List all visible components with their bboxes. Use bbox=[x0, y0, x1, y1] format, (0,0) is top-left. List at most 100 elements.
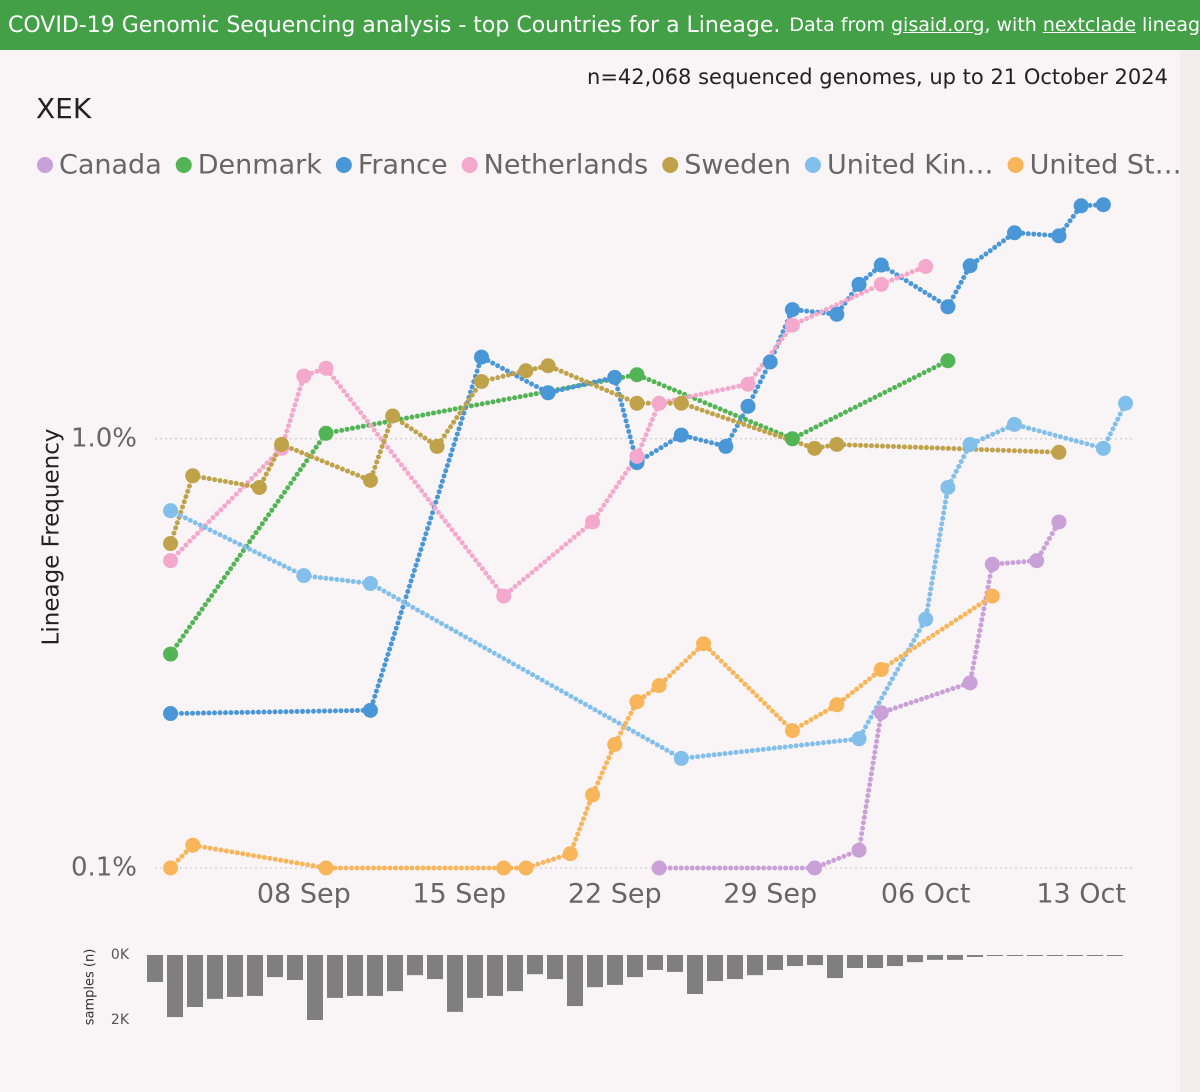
data-point bbox=[163, 553, 179, 569]
data-point bbox=[829, 436, 845, 452]
data-point bbox=[362, 702, 378, 718]
data-point bbox=[518, 860, 534, 876]
source-text: , with bbox=[984, 14, 1037, 36]
data-point bbox=[918, 258, 934, 274]
bar bbox=[1027, 955, 1043, 956]
x-tick-label: 06 Oct bbox=[881, 879, 971, 910]
data-point bbox=[651, 395, 667, 411]
legend-label: Canada bbox=[59, 150, 162, 181]
data-point bbox=[163, 646, 179, 662]
y-tick-label: 2K bbox=[111, 1012, 130, 1028]
bar bbox=[427, 955, 443, 980]
bar bbox=[987, 955, 1003, 956]
data-point bbox=[651, 678, 667, 694]
y-tick-label: 0.1% bbox=[71, 853, 137, 883]
bar bbox=[647, 955, 663, 970]
bar bbox=[907, 955, 923, 963]
data-point bbox=[473, 373, 489, 389]
bar bbox=[927, 955, 943, 960]
data-point bbox=[385, 408, 401, 424]
data-point bbox=[873, 662, 889, 678]
data-point bbox=[1095, 197, 1111, 213]
data-point bbox=[962, 436, 978, 452]
data-point bbox=[629, 448, 645, 464]
data-point bbox=[1051, 228, 1067, 244]
data-point bbox=[873, 705, 889, 721]
legend-label: United Kin… bbox=[827, 150, 994, 181]
data-point bbox=[540, 385, 556, 401]
data-point bbox=[1007, 225, 1023, 241]
data-point bbox=[607, 736, 623, 752]
bar bbox=[187, 955, 203, 1007]
data-point bbox=[740, 376, 756, 392]
bar bbox=[387, 955, 403, 992]
data-point bbox=[163, 503, 179, 519]
source-text: lineages So bbox=[1142, 14, 1200, 36]
data-point bbox=[784, 302, 800, 318]
legend-marker bbox=[662, 157, 679, 173]
data-point bbox=[629, 367, 645, 383]
source-link[interactable]: gisaid.org bbox=[891, 14, 985, 36]
data-point bbox=[274, 436, 290, 452]
bar bbox=[807, 955, 823, 966]
data-point bbox=[784, 431, 800, 447]
bar bbox=[487, 955, 503, 996]
bar bbox=[1087, 955, 1103, 956]
lineage-link[interactable]: nextclade bbox=[1042, 14, 1137, 36]
data-point bbox=[940, 479, 956, 495]
bar bbox=[207, 955, 223, 999]
data-point bbox=[673, 427, 689, 443]
bar bbox=[367, 955, 383, 996]
bar bbox=[727, 955, 743, 980]
bar bbox=[447, 955, 463, 1012]
data-point bbox=[163, 860, 179, 876]
data-point bbox=[585, 514, 601, 530]
data-point bbox=[496, 860, 512, 876]
x-tick-label: 22 Sep bbox=[568, 879, 662, 910]
bar bbox=[707, 955, 723, 981]
data-point bbox=[1007, 416, 1023, 432]
header: COVID-19 Genomic Sequencing analysis - t… bbox=[0, 0, 1200, 50]
bar bbox=[787, 955, 803, 967]
data-point bbox=[1073, 198, 1089, 214]
data-point bbox=[784, 317, 800, 333]
data-point bbox=[873, 257, 889, 273]
bar bbox=[467, 955, 483, 998]
legend-label: Netherlands bbox=[484, 150, 649, 181]
data-point bbox=[629, 694, 645, 710]
data-point bbox=[163, 536, 179, 552]
bar bbox=[567, 955, 583, 1007]
bar bbox=[947, 955, 963, 960]
data-point bbox=[607, 369, 623, 385]
bar bbox=[327, 955, 343, 998]
data-point bbox=[540, 358, 556, 374]
data-point bbox=[185, 468, 201, 484]
data-point bbox=[807, 860, 823, 876]
bar bbox=[847, 955, 863, 968]
bar bbox=[767, 955, 783, 970]
data-point bbox=[251, 479, 267, 495]
data-point bbox=[829, 697, 845, 713]
x-tick-label: 13 Oct bbox=[1036, 879, 1126, 910]
data-point bbox=[784, 723, 800, 739]
legend-label: United St… bbox=[1030, 150, 1182, 181]
data-point bbox=[1029, 553, 1045, 569]
data-point bbox=[629, 395, 645, 411]
data-point bbox=[562, 846, 578, 862]
bar bbox=[627, 955, 643, 978]
data-point bbox=[829, 306, 845, 322]
y-axis-title: Lineage Frequency bbox=[39, 429, 65, 646]
bar bbox=[1067, 955, 1083, 956]
series-line bbox=[168, 202, 1106, 717]
legend-marker bbox=[335, 157, 352, 173]
data-point bbox=[185, 837, 201, 853]
y-tick-label: 1.0% bbox=[71, 423, 137, 453]
legend-label: Sweden bbox=[684, 150, 791, 181]
data-point bbox=[984, 556, 1000, 572]
bar bbox=[147, 955, 163, 982]
bar bbox=[827, 955, 843, 979]
data-point bbox=[984, 588, 1000, 604]
data-point bbox=[473, 349, 489, 365]
bar bbox=[747, 955, 763, 976]
